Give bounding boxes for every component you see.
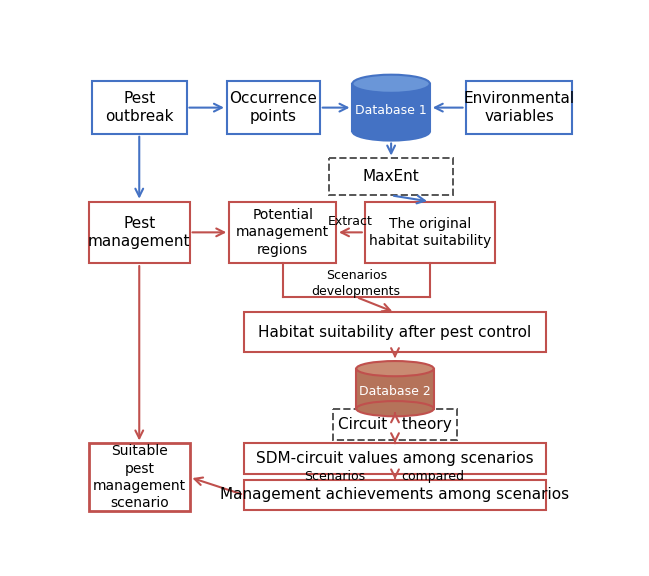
FancyBboxPatch shape [329,158,453,195]
Text: SDM-circuit values among scenarios: SDM-circuit values among scenarios [256,451,534,466]
Text: Habitat suitability after pest control: Habitat suitability after pest control [258,325,532,340]
Text: Suitable
pest
management
scenario: Suitable pest management scenario [93,444,186,510]
FancyBboxPatch shape [244,312,546,353]
Ellipse shape [356,361,434,376]
FancyBboxPatch shape [89,202,190,263]
Ellipse shape [352,123,430,141]
FancyBboxPatch shape [365,202,495,263]
FancyBboxPatch shape [465,81,572,134]
FancyBboxPatch shape [244,480,546,510]
Text: Management achievements among scenarios: Management achievements among scenarios [221,487,570,502]
FancyBboxPatch shape [227,81,320,134]
Text: Pest
outbreak: Pest outbreak [105,91,173,124]
FancyBboxPatch shape [92,81,186,134]
FancyBboxPatch shape [356,369,434,409]
Text: Circuit   theory: Circuit theory [338,418,452,433]
FancyBboxPatch shape [229,202,336,263]
Text: Scenarios: Scenarios [304,471,365,483]
Text: compared: compared [401,471,464,483]
FancyBboxPatch shape [333,410,457,440]
Ellipse shape [352,75,430,93]
Text: Scenarios
developments: Scenarios developments [312,268,400,298]
Text: Potential
management
regions: Potential management regions [236,208,329,257]
FancyBboxPatch shape [89,444,190,511]
Text: Database 2: Database 2 [359,385,431,398]
Ellipse shape [356,401,434,416]
Text: The original
habitat suitability: The original habitat suitability [369,217,491,248]
Text: MaxEnt: MaxEnt [363,169,419,184]
Text: Extract: Extract [328,215,373,228]
Text: Occurrence
points: Occurrence points [229,91,317,124]
FancyBboxPatch shape [244,444,546,474]
Text: Environmental
variables: Environmental variables [463,91,574,124]
Text: Pest
management: Pest management [88,215,191,249]
Text: Database 1: Database 1 [355,104,427,117]
FancyBboxPatch shape [352,84,430,131]
